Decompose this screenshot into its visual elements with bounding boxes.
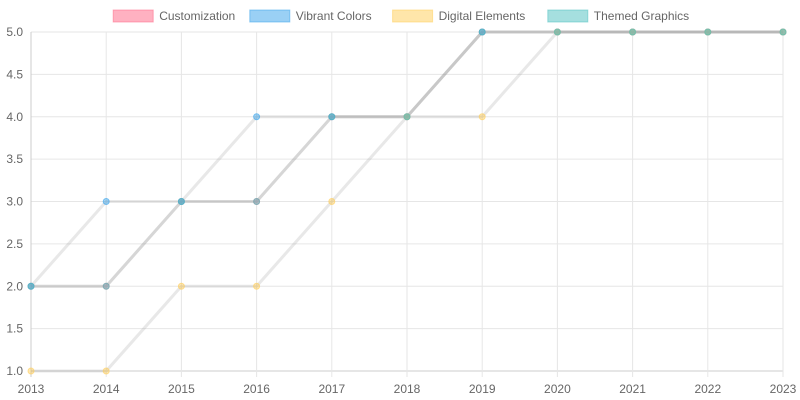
- data-point[interactable]: [629, 28, 637, 36]
- x-tick-label: 2014: [93, 382, 120, 396]
- legend-label: Digital Elements: [439, 9, 526, 23]
- y-tick-label: 4.0: [6, 110, 23, 124]
- data-point[interactable]: [253, 113, 261, 121]
- data-point[interactable]: [553, 28, 561, 36]
- legend: Customization Vibrant Colors Digital Eleme…: [112, 9, 689, 23]
- y-tick-label: 2.5: [6, 237, 23, 251]
- x-tick-label: 2019: [469, 382, 496, 396]
- y-tick-label: 2.0: [6, 279, 23, 293]
- series-line: [31, 30, 783, 288]
- y-axis-ticks: 1.0 1.5 2.0 2.5 3.0 3.5 4.0 4.5 5.0: [6, 25, 23, 378]
- data-point[interactable]: [177, 282, 185, 290]
- legend-item[interactable]: Customization: [112, 9, 235, 23]
- x-tick-label: 2013: [18, 382, 45, 396]
- x-tick-label: 2015: [168, 382, 195, 396]
- legend-label: Themed Graphics: [594, 9, 689, 23]
- data-point[interactable]: [328, 113, 336, 121]
- x-tick-label: 2021: [619, 382, 646, 396]
- x-tick-label: 2023: [770, 382, 797, 396]
- y-tick-label: 3.0: [6, 195, 23, 209]
- x-tick-label: 2020: [544, 382, 571, 396]
- legend-item[interactable]: Themed Graphics: [547, 9, 689, 23]
- data-point[interactable]: [27, 367, 35, 375]
- legend-swatch: [392, 9, 434, 23]
- y-tick-label: 1.5: [6, 322, 23, 336]
- data-point[interactable]: [478, 113, 486, 121]
- x-tick-label: 2017: [318, 382, 345, 396]
- y-tick-label: 5.0: [6, 25, 23, 39]
- grid: [30, 31, 784, 377]
- y-tick-label: 3.5: [6, 152, 23, 166]
- data-point[interactable]: [102, 282, 110, 290]
- data-point[interactable]: [478, 28, 486, 36]
- data-point[interactable]: [253, 282, 261, 290]
- data-point[interactable]: [27, 282, 35, 290]
- series-lines: [29, 30, 783, 373]
- x-axis-ticks: 2013 2014 2015 2016 2017 2018 2019 2020 2021 2022…: [18, 382, 797, 396]
- legend-label: Vibrant Colors: [296, 9, 372, 23]
- data-point[interactable]: [177, 198, 185, 205]
- legend-label: Customization: [159, 9, 235, 23]
- data-point[interactable]: [102, 198, 110, 205]
- data-point[interactable]: [779, 28, 787, 36]
- legend-swatch: [547, 9, 589, 23]
- data-point[interactable]: [403, 113, 411, 121]
- y-tick-label: 1.0: [6, 364, 23, 378]
- legend-item[interactable]: Vibrant Colors: [249, 9, 372, 23]
- series-line: [29, 30, 783, 288]
- x-tick-label: 2018: [394, 382, 421, 396]
- legend-swatch: [112, 9, 154, 23]
- series-line: [31, 30, 783, 373]
- x-tick-label: 2016: [243, 382, 270, 396]
- data-point[interactable]: [253, 198, 261, 205]
- y-tick-label: 4.5: [6, 67, 23, 81]
- x-tick-label: 2022: [694, 382, 721, 396]
- series-line: [31, 30, 783, 288]
- legend-item[interactable]: Digital Elements: [392, 9, 526, 23]
- data-point[interactable]: [102, 367, 110, 375]
- legend-swatch: [249, 9, 291, 23]
- data-point[interactable]: [704, 28, 712, 36]
- series-points: [27, 28, 787, 375]
- data-point[interactable]: [328, 198, 336, 205]
